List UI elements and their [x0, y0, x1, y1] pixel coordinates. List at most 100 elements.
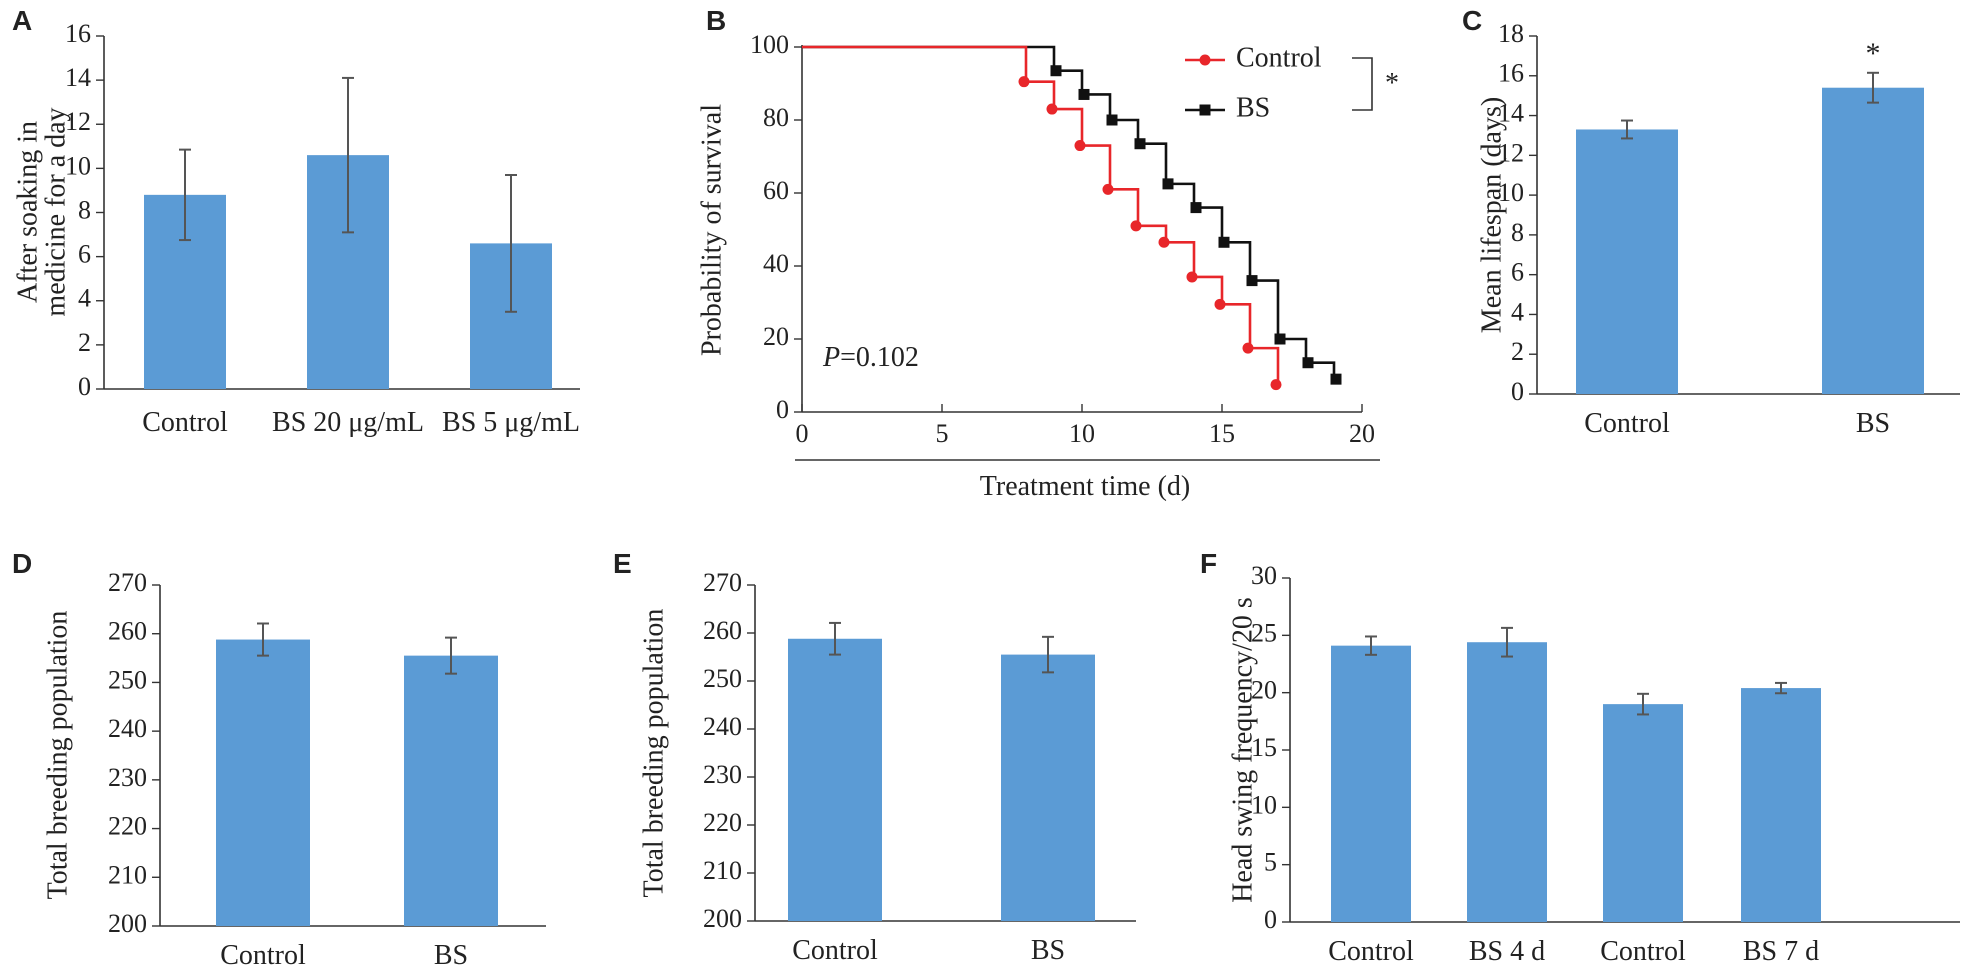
y-tick-label: 0 [78, 372, 91, 401]
data-point-control [1270, 379, 1282, 391]
y-tick-label: 40 [763, 249, 789, 278]
panel-c: C 0 2 4 6 8 10 12 14 16 18 Control BS * Mean lifespan … [1462, 5, 1960, 439]
category-label: Control [142, 407, 228, 438]
data-point-control [1186, 271, 1198, 283]
y-tick-label: 20 [763, 322, 789, 351]
bar [404, 655, 498, 926]
y-tick-label: 16 [65, 19, 91, 48]
category-label: BS 7 d [1743, 936, 1819, 967]
y-axis-label: Probability of survival [696, 104, 727, 356]
y-tick-label: 12 [65, 107, 91, 136]
y-tick-label: 25 [1251, 618, 1277, 647]
y-tick-label: 4 [1511, 297, 1524, 326]
panel-letter: F [1200, 548, 1217, 579]
significance-star: * [1385, 68, 1399, 99]
y-tick-label: 250 [703, 664, 742, 693]
y-axis-label: Total breeding population [638, 609, 669, 898]
category-label: BS 20 μg/mL [272, 407, 424, 438]
y-tick-label: 60 [763, 176, 789, 205]
x-tick-label: 5 [936, 419, 949, 448]
y-tick-label: 260 [703, 616, 742, 645]
significance-star: * [1866, 37, 1881, 70]
y-tick-label: 20 [1251, 676, 1277, 705]
data-point-bs [1134, 138, 1146, 150]
category-label: Control [1328, 936, 1414, 967]
y-tick-label: 10 [65, 151, 91, 180]
y-tick-label: 8 [78, 195, 91, 224]
x-tick-label: 15 [1209, 419, 1235, 448]
x-tick-label: 10 [1069, 419, 1095, 448]
category-label: BS [1031, 935, 1065, 966]
y-tick-label: 8 [1511, 218, 1524, 247]
data-point-bs [1050, 65, 1062, 77]
y-tick-label: 14 [65, 63, 91, 92]
bar [788, 638, 882, 921]
category-label: Control [792, 935, 878, 966]
significance-bracket [1352, 57, 1373, 111]
y-tick-label: 5 [1264, 848, 1277, 877]
data-point-control [1130, 220, 1142, 232]
bar [1001, 654, 1095, 921]
y-tick-label: 270 [703, 568, 742, 597]
y-tick-label: 220 [703, 808, 742, 837]
y-tick-label: 6 [78, 240, 91, 269]
y-tick-label: 10 [1251, 790, 1277, 819]
p-value-text: =0.102 [840, 342, 919, 373]
y-tick-label: 30 [1251, 561, 1277, 590]
data-point-control [1214, 298, 1226, 310]
category-label: Control [1584, 408, 1670, 439]
y-tick-label: 240 [108, 714, 147, 743]
y-axis-label: Head swing frequency/20 s [1227, 597, 1258, 903]
bar [1331, 645, 1411, 922]
y-tick-label: 210 [703, 856, 742, 885]
panel-e: E 200 210 220 230 240 250 260 270 Control BS Total … [613, 548, 1136, 966]
panel-letter: D [12, 548, 32, 579]
data-point-control [1102, 183, 1114, 195]
p-value-annotation: P=0.102 [822, 342, 919, 373]
y-tick-label: 4 [78, 284, 91, 313]
data-point-control [1046, 103, 1058, 115]
data-point-control [1018, 76, 1030, 88]
y-tick-label: 100 [750, 30, 789, 59]
bar [216, 639, 310, 926]
y-axis-label: Mean lifespan (days) [1476, 97, 1507, 333]
y-tick-label: 250 [108, 665, 147, 694]
y-tick-label: 2 [1511, 337, 1524, 366]
panel-a: A 0 2 4 6 8 10 12 14 16 Control BS 20 μg/mL BS 5 μg/… [12, 5, 580, 438]
category-label: BS 4 d [1469, 936, 1545, 967]
y-tick-label: 14 [1498, 99, 1524, 128]
panel-d: D 200 210 220 230 240 250 260 270 Control BS Total … [12, 548, 546, 971]
y-tick-label: 270 [108, 568, 147, 597]
data-point-control [1158, 236, 1170, 248]
panel-letter: C [1462, 5, 1482, 36]
y-tick-label: 200 [108, 909, 147, 938]
legend-label: BS [1236, 92, 1270, 123]
data-point-bs [1218, 236, 1230, 248]
y-tick-label: 18 [1498, 19, 1524, 48]
bar [1822, 87, 1924, 394]
data-point-bs [1190, 202, 1202, 214]
category-label: Control [1600, 936, 1686, 967]
bar [1576, 129, 1678, 394]
legend-label: Control [1236, 42, 1322, 73]
x-tick-label: 0 [796, 419, 809, 448]
y-axis-label: After soaking in [12, 121, 43, 303]
bar [1603, 704, 1683, 922]
data-point-bs [1078, 88, 1090, 100]
y-tick-label: 200 [703, 904, 742, 933]
y-tick-label: 220 [108, 812, 147, 841]
y-tick-label: 0 [776, 395, 789, 424]
y-tick-label: 210 [108, 860, 147, 889]
panel-f: F 0 5 10 15 20 25 30 Control BS 4 d Control BS 7 d H… [1200, 548, 1960, 967]
data-point-bs [1106, 114, 1118, 126]
y-tick-label: 6 [1511, 258, 1524, 287]
category-label: BS [1856, 408, 1890, 439]
y-axis-label: medicine for a day [40, 107, 71, 316]
bar [1467, 642, 1547, 922]
bar [1741, 688, 1821, 922]
category-label: BS 5 μg/mL [442, 407, 580, 438]
data-point-bs [1330, 373, 1342, 385]
y-tick-label: 0 [1511, 377, 1524, 406]
panel-letter: E [613, 548, 632, 579]
